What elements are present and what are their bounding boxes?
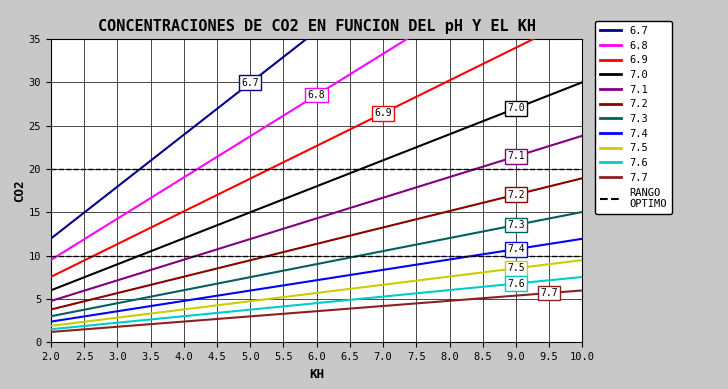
Text: 6.7: 6.7 [242, 78, 259, 88]
X-axis label: KH: KH [309, 368, 324, 380]
Text: 7.2: 7.2 [507, 189, 525, 200]
Text: 7.0: 7.0 [507, 103, 525, 113]
Text: 7.6: 7.6 [507, 279, 525, 289]
Text: 7.1: 7.1 [507, 151, 525, 161]
Legend: 6.7, 6.8, 6.9, 7.0, 7.1, 7.2, 7.3, 7.4, 7.5, 7.6, 7.7, RANGO
OPTIMO: 6.7, 6.8, 6.9, 7.0, 7.1, 7.2, 7.3, 7.4, … [595, 21, 672, 214]
Text: 7.7: 7.7 [540, 288, 558, 298]
Text: 7.5: 7.5 [507, 263, 525, 273]
Text: 7.4: 7.4 [507, 244, 525, 254]
Y-axis label: CO2: CO2 [13, 179, 26, 202]
Text: 7.3: 7.3 [507, 220, 525, 230]
Text: 6.8: 6.8 [308, 90, 325, 100]
Text: 6.9: 6.9 [374, 108, 392, 118]
Title: CONCENTRACIONES DE CO2 EN FUNCION DEL pH Y EL KH: CONCENTRACIONES DE CO2 EN FUNCION DEL pH… [98, 19, 536, 33]
